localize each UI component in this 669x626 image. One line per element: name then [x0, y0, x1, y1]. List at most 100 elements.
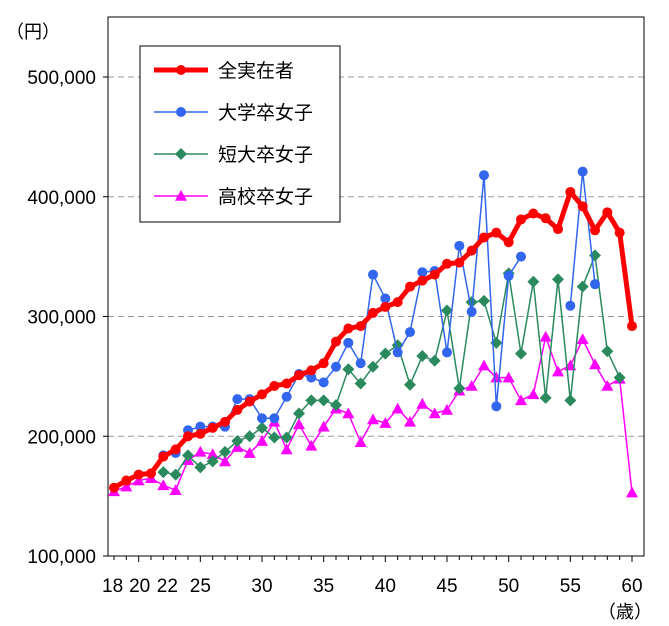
data-point: [454, 257, 465, 268]
data-point: [368, 307, 378, 318]
data-point: [207, 422, 218, 433]
data-point: [231, 435, 244, 448]
x-tick-label: 50: [498, 576, 519, 597]
data-point: [503, 270, 514, 281]
data-point: [232, 394, 243, 405]
data-point: [626, 486, 638, 498]
data-point: [528, 208, 539, 219]
data-point: [121, 475, 132, 486]
data-point: [380, 301, 391, 312]
data-point: [589, 358, 601, 370]
legend-box: [139, 45, 341, 223]
data-point: [330, 399, 342, 412]
data-point: [146, 468, 156, 479]
data-point: [120, 480, 133, 492]
data-point: [195, 421, 206, 432]
data-point: [368, 269, 378, 280]
data-point: [169, 484, 182, 495]
data-point: [453, 382, 466, 395]
data-point: [157, 479, 170, 491]
data-point: [294, 370, 304, 381]
data-point: [256, 435, 268, 446]
data-point: [516, 251, 526, 262]
data-point: [281, 391, 292, 402]
data-point: [306, 365, 317, 376]
y-tick-label: 100,000: [27, 547, 96, 568]
data-point: [306, 372, 317, 383]
axes: [103, 16, 645, 562]
x-unit-label: （歳）: [598, 602, 652, 623]
data-point: [133, 469, 144, 480]
x-tick-label: 22: [157, 576, 178, 597]
data-point: [466, 306, 477, 317]
data-point: [317, 394, 330, 407]
legend-item: 大学卒女子: [154, 102, 313, 124]
tick-labels: 100,000 200,000 300,000 400,000 500,000 18 20 2…: [27, 68, 642, 597]
data-point: [527, 388, 540, 400]
data-point: [478, 294, 490, 307]
data-point: [243, 447, 256, 458]
data-point: [269, 380, 280, 391]
data-point: [318, 377, 329, 388]
data-point: [342, 363, 355, 376]
series-2: [157, 249, 626, 481]
data-point: [392, 347, 403, 358]
data-point: [601, 345, 614, 358]
data-point: [206, 455, 219, 468]
data-point: [454, 240, 465, 251]
data-point: [502, 371, 515, 383]
data-point: [256, 421, 268, 434]
data-point: [416, 350, 429, 363]
data-point: [220, 416, 230, 427]
data-point: [553, 224, 563, 235]
series-line: [112, 189, 635, 490]
data-point: [441, 304, 453, 317]
data-point: [280, 443, 293, 455]
data-point: [343, 337, 354, 348]
data-point: [516, 214, 526, 225]
data-point: [354, 436, 367, 448]
x-tick-label: 60: [621, 576, 642, 597]
x-tick-label: 40: [375, 576, 396, 597]
data-point: [293, 407, 305, 420]
data-point: [169, 468, 182, 481]
data-point: [602, 207, 613, 218]
y-tick-label: 400,000: [27, 188, 96, 209]
data-point: [404, 415, 416, 427]
data-point: [515, 347, 527, 360]
data-point: [577, 166, 588, 177]
data-point: [132, 474, 145, 486]
legend-marker: [176, 107, 186, 117]
data-point: [466, 245, 477, 256]
data-point: [157, 466, 170, 479]
y-tick-label: 200,000: [27, 427, 96, 448]
y-tick-label: 300,000: [27, 308, 96, 329]
data-point: [342, 407, 355, 419]
data-point: [552, 273, 564, 286]
series-0: [109, 186, 637, 493]
data-point: [244, 396, 255, 407]
data-point: [380, 293, 391, 304]
data-point: [170, 444, 181, 455]
legend-item: 短大卒女子: [154, 144, 313, 166]
data-point: [491, 227, 502, 238]
data-point: [232, 404, 243, 415]
data-point: [613, 371, 626, 384]
data-point: [305, 394, 318, 407]
data-point: [515, 394, 527, 406]
data-point: [182, 449, 194, 462]
data-point: [280, 431, 293, 444]
data-point: [391, 402, 404, 414]
data-point: [318, 358, 329, 369]
data-point: [417, 275, 428, 286]
data-point: [194, 461, 207, 474]
data-point: [441, 403, 453, 415]
data-point: [206, 448, 219, 460]
data-point: [478, 359, 490, 371]
data-point: [355, 358, 366, 369]
data-point: [527, 275, 540, 288]
data-point: [355, 321, 366, 332]
legend-label: 全実在者: [218, 60, 294, 82]
data-point: [379, 347, 392, 360]
